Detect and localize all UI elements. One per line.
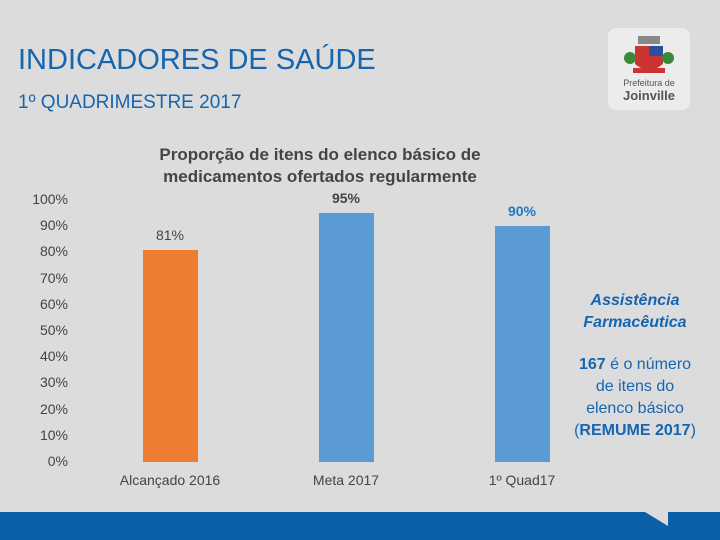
- y-tick-label: 100%: [32, 191, 68, 207]
- side-line3: elenco básico: [586, 400, 684, 417]
- y-tick-label: 10%: [39, 426, 68, 443]
- footer-bar: [0, 512, 720, 540]
- bar-1: [318, 213, 374, 462]
- y-tick-label: 30%: [39, 374, 68, 391]
- data-label: 81%: [155, 226, 185, 243]
- side-heading1: Assistência: [590, 292, 680, 309]
- y-tick-label: 50%: [39, 322, 68, 338]
- chart-title-line2: medicamentos ofertados regularmente: [163, 167, 477, 186]
- remume-label: REMUME 2017: [579, 422, 691, 439]
- page-title: INDICADORES DE SAÚDE: [18, 44, 376, 76]
- y-tick-label: 90%: [39, 217, 68, 234]
- y-tick-label: 80%: [39, 243, 68, 260]
- paren-close: ): [690, 422, 696, 439]
- data-label: 95%: [331, 190, 361, 207]
- page-subtitle: 1º QUADRIMESTRE 2017: [18, 92, 242, 113]
- side-line1: é o número: [605, 356, 692, 373]
- chart-title: Proporção de itens do elenco básico de m…: [120, 144, 520, 188]
- side-note: Assistência Farmacêutica 167 é o número …: [560, 290, 710, 442]
- x-tick-label: Alcançado 2016: [119, 472, 221, 488]
- y-tick-label: 40%: [39, 348, 68, 365]
- coat-of-arms-icon: Prefeitura de Joinville: [623, 36, 675, 103]
- bar-2: [494, 226, 550, 462]
- y-tick-label: 20%: [39, 400, 68, 417]
- svg-text:Joinville: Joinville: [623, 88, 675, 103]
- data-label: 90%: [507, 203, 537, 220]
- svg-text:Prefeitura de: Prefeitura de: [623, 78, 675, 88]
- x-tick-label: 1º Quad17: [488, 472, 556, 488]
- y-tick-label: 70%: [39, 269, 68, 286]
- y-tick-label: 0%: [47, 453, 68, 469]
- y-tick-label: 60%: [39, 295, 68, 312]
- bar-0: [142, 249, 198, 462]
- item-count: 167: [578, 356, 606, 373]
- side-line2: de itens do: [595, 378, 675, 395]
- x-tick-label: Meta 2017: [312, 472, 380, 488]
- joinville-logo: Prefeitura de Joinville: [608, 28, 690, 110]
- paren-open: (: [574, 422, 580, 439]
- footer-notch: [615, 512, 668, 526]
- chart-title-line1: Proporção de itens do elenco básico de: [159, 145, 481, 164]
- side-heading2: Farmacêutica: [583, 314, 687, 331]
